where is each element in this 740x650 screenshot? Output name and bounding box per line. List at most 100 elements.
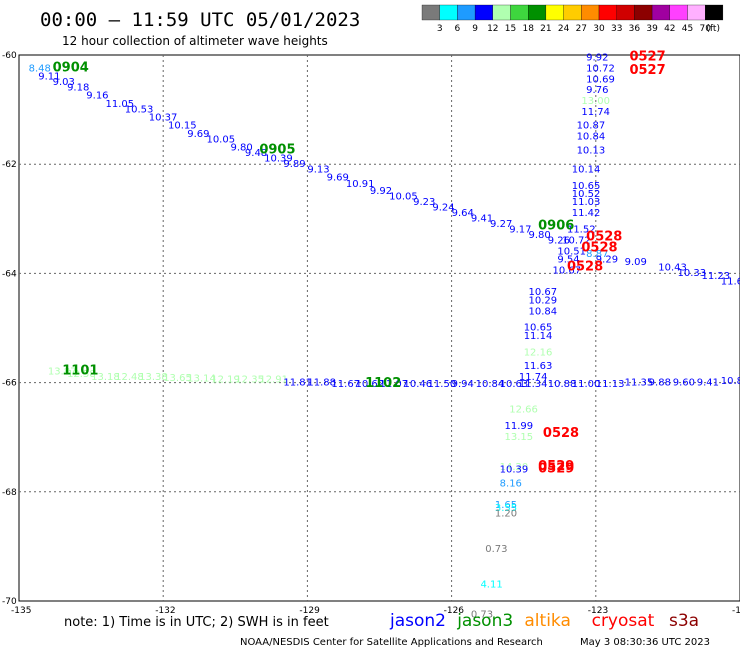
swh-point: 10.84 [529,306,558,317]
swh-point: 10.05 [206,134,235,145]
swh-point: 9.16 [86,91,108,102]
time-label-jason3: 1102 [365,376,401,391]
swh-point: 9.48 [245,148,267,159]
swh-point: 9.13 [307,164,329,175]
x-tick-label: -123 [588,606,608,616]
colorbar-swatch [457,4,476,21]
colorbar-swatch [669,4,688,21]
swh-point: 10.65 [524,323,553,334]
swh-point: 10.05 [389,192,418,203]
swh-point: 11.74 [519,372,548,383]
swh-point: 11.05 [106,99,135,110]
swh-point: 12.91 [259,375,288,386]
swh-point: 10.91 [346,179,375,190]
swh-point: 9.41 [697,377,719,388]
swh-point: 10.87 [577,121,606,132]
swh-point: 9.11 [38,72,60,83]
swh-point: 13.14 [187,374,216,385]
swh-point: 10.33 [678,268,707,279]
x-tick-label: -129 [299,606,320,616]
swh-point: 9.92 [370,186,392,197]
swh-point: 13.18 [91,372,120,383]
swh-point: 10.67 [553,265,582,276]
colorbar-tick: 3 [437,24,443,34]
plot-frame [18,54,740,602]
swh-point: 11.23 [702,271,731,282]
swh-point: 11.00 [572,379,601,390]
colorbar-tick: 12 [487,24,498,34]
colorbar-swatch [616,4,635,21]
swh-point: 11.35 [625,377,654,388]
swh-point: 11.14 [524,331,553,342]
swh-point: 9.64 [452,208,474,219]
swh-point: 13.65 [163,373,192,384]
time-labels: 0904090509061101110205270527052805280528… [53,49,666,476]
swh-point: 9.92 [586,52,608,63]
swh-point: 0.73 [485,544,507,555]
swh-point: 9.80 [230,143,252,154]
colorbar-tick: 6 [455,24,461,34]
colorbar-swatch [651,4,670,21]
colorbar-tick: 15 [505,24,516,34]
swh-point: 11.81 [283,377,312,388]
time-label-jason3: 0904 [53,60,89,75]
swh-point: 12.66 [509,405,538,416]
colorbar-tick: 24 [558,24,570,34]
swh-point: 12.35 [235,375,264,386]
swh-point: 10.88 [548,379,577,390]
data-points: 8.489.119.039.189.1611.0510.5310.3710.15… [29,52,740,620]
swh-point: 9.94 [452,379,474,390]
colorbar-swatch [474,4,493,21]
legend-altika: altika [524,611,571,631]
legend-jason3: jason3 [456,611,513,631]
swh-point: 10.39 [500,465,529,476]
swh-point: 12.16 [524,347,553,358]
swh-point: 10.29 [529,295,558,306]
swh-point: 0.73 [471,609,493,620]
colorbar-swatch [634,4,653,21]
y-tick-label: -68 [2,488,17,498]
colorbar-tick: 36 [629,24,641,34]
footer-credit: NOAA/NESDIS Center for Satellite Applica… [240,637,543,648]
plot-area: -135 -132 -129 -126 -123 -120 -60 -62 -64 -66 -68 -… [2,49,740,620]
swh-point: 10.46 [404,379,433,390]
time-label-jason3: 0906 [538,219,574,234]
swh-point: 10.69 [586,74,615,85]
swh-point: 11.03 [572,197,601,208]
swh-point: 11.67 [331,379,360,390]
legend-jason2: jason2 [389,611,446,631]
chart-title: 00:00 – 11:59 UTC 05/01/2023 [40,9,360,31]
colorbar-unit: (ft) [706,24,720,34]
swh-point: 4.11 [480,579,502,590]
time-label-jason3: 0905 [259,142,295,157]
swh-point: 9.23 [413,197,435,208]
swh-point: 11.99 [504,421,533,432]
swh-point: 11.34 [519,379,548,390]
swh-point: 12.19 [211,375,240,386]
y-tick-label: -70 [2,597,17,607]
axis-ticks: -135 -132 -129 -126 -123 -120 -60 -62 -64 -66 -68 -… [2,51,740,616]
swh-point: 10.13 [577,145,606,156]
swh-point: 8.48 [29,63,51,74]
swh-point: 11.66 [721,276,740,287]
time-label-cryosat: 0527 [629,63,665,78]
swh-point: 8.16 [500,478,522,489]
colorbar-swatch [545,4,564,21]
swh-point: 11.07 [380,379,409,390]
swh-point: 10.51 [557,246,586,257]
colorbar-swatch [563,4,582,21]
swh-point: 9.41 [471,214,493,225]
colorbar-swatch [528,4,547,21]
colorbar-tick: 9 [472,24,478,34]
swh-point: 14.20 [500,462,529,473]
swh-point: 10.72 [586,63,615,74]
swh-point: 9.27 [490,219,512,230]
time-label-cryosat: 0527 [629,49,665,64]
swh-point: 10.63 [500,379,529,390]
x-tick-label: -126 [444,606,465,616]
colorbar-tick: 21 [540,24,551,34]
swh-point: 9.88 [649,377,671,388]
swh-point: 13.87 [48,366,77,377]
swh-point: 11.88 [307,377,336,388]
